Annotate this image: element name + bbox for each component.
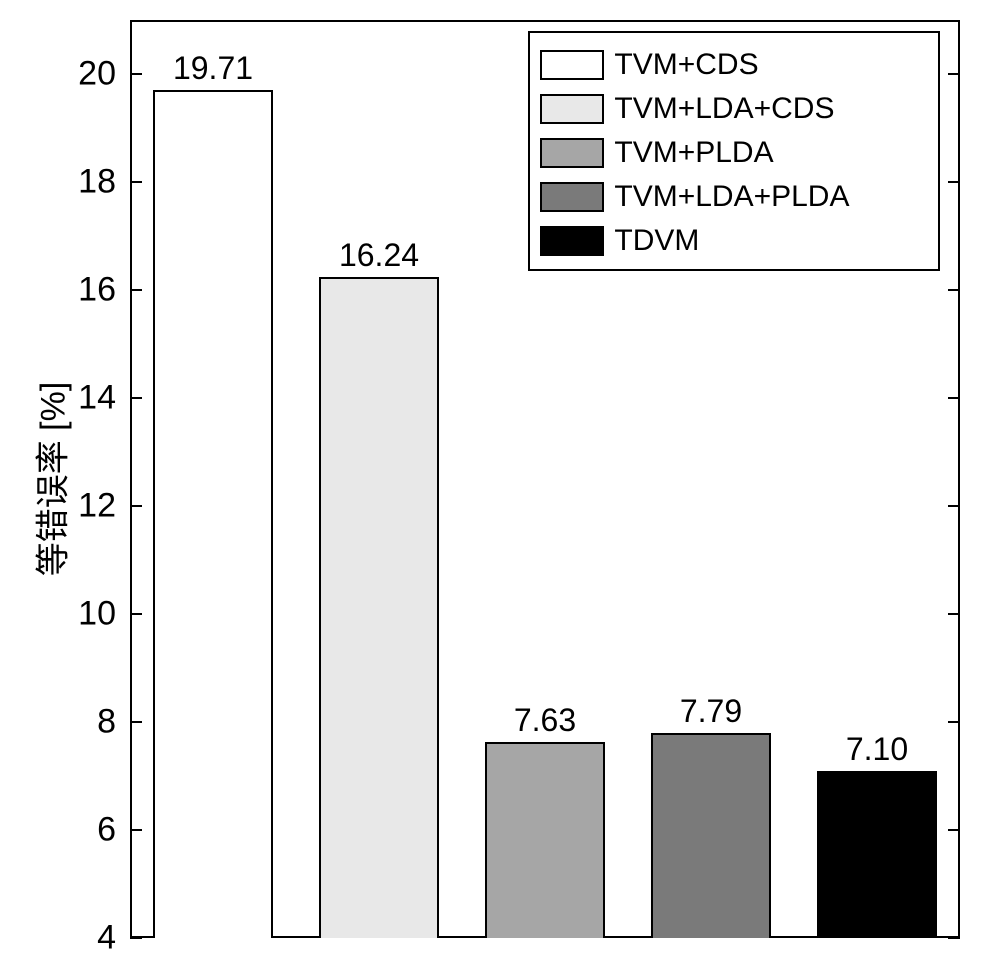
legend-item: TDVM <box>540 226 699 256</box>
legend-label: TVM+LDA+PLDA <box>614 180 849 214</box>
bar-chart: 468101214161820等错误率 [%]19.7116.247.637.7… <box>0 0 1000 964</box>
legend-swatch <box>540 50 604 80</box>
ytick-label: 16 <box>0 271 116 310</box>
ytick <box>130 829 142 831</box>
ytick <box>130 181 142 183</box>
legend-swatch <box>540 182 604 212</box>
axis-border <box>130 20 960 22</box>
ytick-label: 20 <box>0 55 116 94</box>
legend-item: TVM+LDA+PLDA <box>540 182 849 212</box>
bar-value-label: 7.63 <box>514 702 576 739</box>
ytick <box>948 73 960 75</box>
ytick <box>948 829 960 831</box>
bar <box>319 277 439 938</box>
ytick-label: 18 <box>0 163 116 202</box>
ytick <box>948 937 960 939</box>
bar <box>817 771 937 938</box>
ytick <box>948 613 960 615</box>
ytick-label: 10 <box>0 595 116 634</box>
y-axis-label: 等错误率 [%] <box>26 382 75 577</box>
ytick <box>130 937 142 939</box>
legend-label: TVM+PLDA <box>614 136 773 170</box>
ytick <box>948 181 960 183</box>
legend-item: TVM+PLDA <box>540 138 773 168</box>
ytick <box>130 721 142 723</box>
ytick-label: 8 <box>0 703 116 742</box>
legend-swatch <box>540 226 604 256</box>
ytick <box>130 73 142 75</box>
ytick-label: 6 <box>0 811 116 850</box>
legend-swatch <box>540 94 604 124</box>
legend-item: TVM+CDS <box>540 50 758 80</box>
axis-border <box>958 20 960 938</box>
legend-swatch <box>540 138 604 168</box>
ytick <box>130 505 142 507</box>
ytick <box>948 289 960 291</box>
ytick <box>948 505 960 507</box>
ytick-label: 4 <box>0 919 116 958</box>
legend-label: TVM+LDA+CDS <box>614 92 834 126</box>
bar-value-label: 7.10 <box>846 731 908 768</box>
legend-label: TVM+CDS <box>614 48 758 82</box>
bar <box>485 742 605 938</box>
axis-border <box>130 20 132 938</box>
bar <box>153 90 273 938</box>
bar-value-label: 7.79 <box>680 693 742 730</box>
bar-value-label: 16.24 <box>339 237 419 274</box>
legend-item: TVM+LDA+CDS <box>540 94 834 124</box>
bar-value-label: 19.71 <box>173 50 253 87</box>
ytick <box>130 613 142 615</box>
ytick <box>948 397 960 399</box>
legend-label: TDVM <box>614 224 699 258</box>
ytick <box>130 397 142 399</box>
ytick <box>948 721 960 723</box>
ytick <box>130 289 142 291</box>
legend: TVM+CDS TVM+LDA+CDS TVM+PLDA TVM+LDA+PLDA TD… <box>528 31 940 271</box>
bar <box>651 733 771 938</box>
